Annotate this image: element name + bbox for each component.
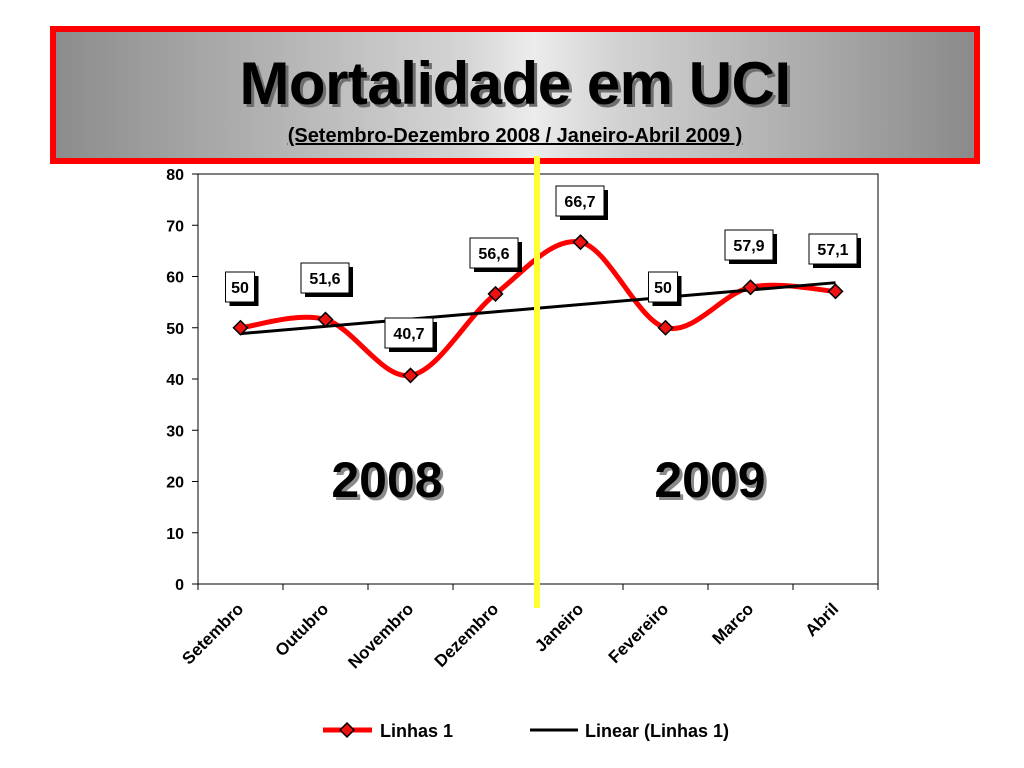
period-label: 2008 [331, 452, 442, 508]
title-box: Mortalidade em UCI (Setembro-Dezembro 20… [50, 26, 980, 164]
y-tick-label: 10 [166, 526, 184, 543]
data-point [572, 234, 589, 251]
data-label-box [555, 185, 605, 217]
y-tick-label: 0 [175, 577, 184, 594]
x-tick-label: Outubro [271, 599, 332, 660]
data-label-box [384, 317, 434, 349]
y-tick-label: 60 [166, 270, 184, 287]
legend-label-series: Linhas 1 [380, 721, 453, 741]
y-tick-label: 50 [166, 321, 184, 338]
x-tick-label: Setembro [178, 599, 247, 668]
period-label-shadow: 2009 [657, 455, 768, 511]
chart-subtitle: (Setembro-Dezembro 2008 / Janeiro-Abril … [287, 125, 743, 147]
data-label: 40,7 [393, 326, 424, 343]
x-tick-label: Abril [802, 599, 843, 640]
x-tick-label: Marco [708, 599, 757, 648]
data-label-box [469, 237, 519, 269]
data-label-box [225, 271, 255, 303]
data-label: 51,6 [309, 271, 340, 288]
x-tick-label: Novembro [344, 599, 417, 672]
data-label: 56,6 [478, 246, 509, 263]
data-label: 57,1 [817, 242, 848, 259]
y-tick-label: 20 [166, 475, 184, 492]
data-label: 50 [654, 280, 672, 297]
data-point [742, 279, 759, 296]
data-label: 50 [231, 280, 249, 297]
y-tick-label: 80 [166, 167, 184, 184]
data-point [657, 319, 674, 336]
y-tick-label: 30 [166, 423, 184, 440]
data-point [317, 311, 334, 328]
data-point [402, 367, 419, 384]
legend-label-trend: Linear (Linhas 1) [585, 721, 729, 741]
data-point [487, 285, 504, 302]
data-label: 57,9 [733, 238, 764, 255]
y-tick-label: 40 [166, 372, 184, 389]
data-point [827, 283, 844, 300]
x-tick-label: Dezembro [431, 599, 503, 671]
data-point [232, 319, 249, 336]
chart-title: Mortalidade em UCI [239, 50, 791, 117]
x-tick-label: Fevereiro [605, 599, 673, 667]
data-label-box [724, 229, 774, 261]
data-label-box [808, 233, 858, 265]
data-label: 66,7 [564, 194, 595, 211]
data-label-box [648, 271, 678, 303]
period-label-shadow: 2008 [334, 455, 445, 511]
legend-marker [338, 721, 356, 739]
data-label-box [300, 262, 350, 294]
period-label: 2009 [654, 452, 765, 508]
y-tick-label: 70 [166, 218, 184, 235]
